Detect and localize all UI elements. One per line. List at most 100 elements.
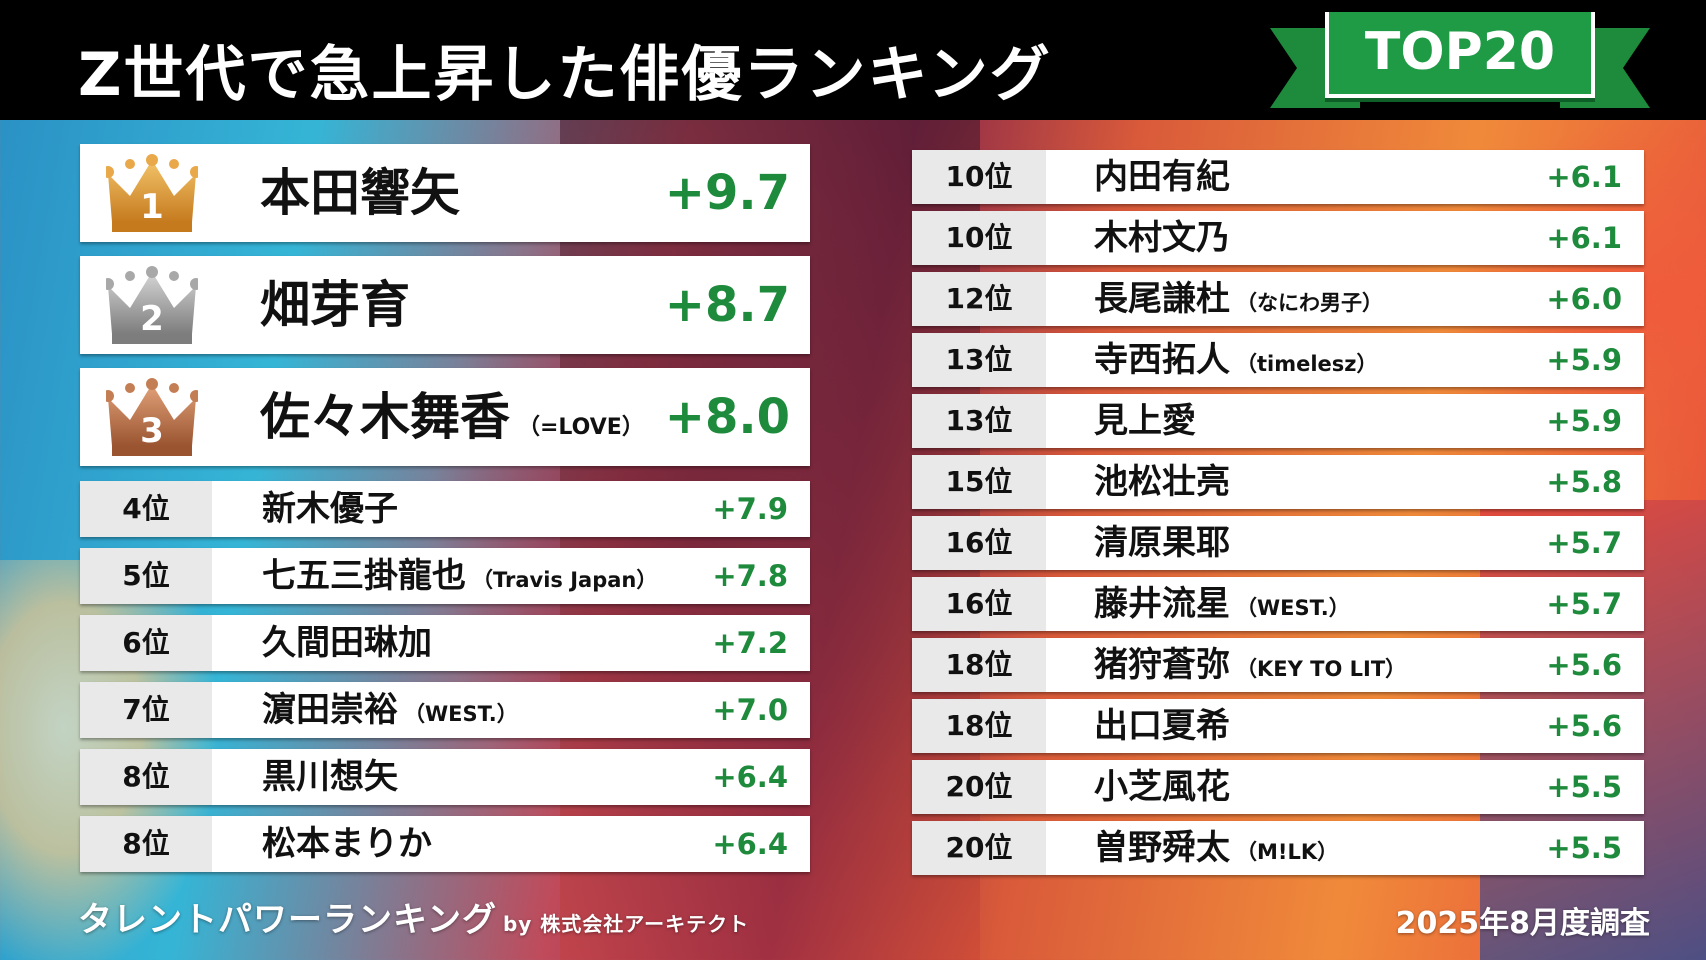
rank-label: 13位 xyxy=(912,333,1046,387)
rank-name: 小芝風花 xyxy=(1094,760,1236,814)
group-name: （Travis Japan） xyxy=(472,568,658,592)
actor-name: 長尾謙杜 xyxy=(1094,279,1230,319)
rank-label: 8位 xyxy=(80,749,212,805)
rank-score: +8.0 xyxy=(664,389,790,445)
talent-power-ranking-logo: タレントパワーランキング by 株式会社アーキテクト xyxy=(78,892,749,941)
rank-row-20a: 20位 小芝風花 +5.5 xyxy=(912,760,1644,814)
rank-name: 久間田琳加 xyxy=(262,615,438,671)
rank-row-4: 4位 新木優子 +7.9 xyxy=(80,481,810,537)
rank-name: 猪狩蒼弥 （KEY TO LIT） xyxy=(1094,638,1406,692)
rank-label: 7位 xyxy=(80,682,212,738)
rank-score: +6.0 xyxy=(1546,282,1622,316)
rank-score: +6.4 xyxy=(712,760,788,794)
logo-text: タレントパワーランキング xyxy=(78,900,497,940)
rank-label: 15位 xyxy=(912,455,1046,509)
rank-row-16b: 16位 藤井流星 （WEST.） +5.7 xyxy=(912,577,1644,631)
survey-date: 2025年8月度調査 xyxy=(1395,906,1650,941)
crown-rank-number: 3 xyxy=(140,411,164,451)
rank-score: +7.8 xyxy=(712,559,788,593)
bronze-crown-icon: 3 xyxy=(106,378,198,456)
rank-name: 黒川想矢 xyxy=(262,749,404,805)
rank-row-1: 1 本田響矢 +9.7 xyxy=(80,144,810,242)
rank-label: 16位 xyxy=(912,516,1046,570)
rank-name: 長尾謙杜 （なにわ男子） xyxy=(1094,272,1383,326)
rank-score: +6.1 xyxy=(1546,221,1622,255)
rank-name: 本田響矢 xyxy=(260,144,468,253)
actor-name: 藤井流星 xyxy=(1094,584,1230,624)
gold-crown-icon: 1 xyxy=(106,154,198,232)
rank-label: 13位 xyxy=(912,394,1046,448)
actor-name: 曽野舜太 xyxy=(1094,828,1230,868)
actor-name: 松本まりか xyxy=(262,824,432,864)
rank-row-2: 2 畑芽育 +8.7 xyxy=(80,256,810,354)
actor-name: 佐々木舞香 xyxy=(260,388,510,446)
rank-score: +7.9 xyxy=(712,492,788,526)
rank-label: 4位 xyxy=(80,481,212,537)
rank-name: 寺西拓人 （timelesz） xyxy=(1094,333,1378,387)
rank-name: 藤井流星 （WEST.） xyxy=(1094,577,1350,631)
rank-row-5: 5位 七五三掛龍也 （Travis Japan） +7.8 xyxy=(80,548,810,604)
actor-name: 清原果耶 xyxy=(1094,523,1230,563)
rank-row-6: 6位 久間田琳加 +7.2 xyxy=(80,615,810,671)
actor-name: 新木優子 xyxy=(262,489,398,529)
rank-score: +6.1 xyxy=(1546,160,1622,194)
actor-name: 見上愛 xyxy=(1094,401,1196,441)
rank-name: 曽野舜太 （M!LK） xyxy=(1094,821,1338,875)
rank-name: 濵田崇裕 （WEST.） xyxy=(262,682,518,738)
rank-label: 10位 xyxy=(912,150,1046,204)
actor-name: 内田有紀 xyxy=(1094,157,1230,197)
rank-label: 20位 xyxy=(912,760,1046,814)
rank-row-13a: 13位 寺西拓人 （timelesz） +5.9 xyxy=(912,333,1644,387)
actor-name: 小芝風花 xyxy=(1094,767,1230,807)
rank-row-16a: 16位 清原果耶 +5.7 xyxy=(912,516,1644,570)
silver-crown-icon: 2 xyxy=(106,266,198,344)
rank-score: +5.9 xyxy=(1546,343,1622,377)
rank-label: 6位 xyxy=(80,615,212,671)
rank-score: +7.2 xyxy=(712,626,788,660)
top20-badge: TOP20 xyxy=(1325,12,1595,98)
rank-name: 木村文乃 xyxy=(1094,211,1236,265)
group-name: （M!LK） xyxy=(1236,840,1339,864)
rank-name: 松本まりか xyxy=(262,816,438,872)
actor-name: 七五三掛龍也 xyxy=(262,556,466,596)
actor-name: 猪狩蒼弥 xyxy=(1094,645,1230,685)
rank-name: 池松壮亮 xyxy=(1094,455,1236,509)
rank-label: 16位 xyxy=(912,577,1046,631)
rank-score: +5.6 xyxy=(1546,709,1622,743)
group-name: （なにわ男子） xyxy=(1236,291,1383,315)
rank-row-10b: 10位 木村文乃 +6.1 xyxy=(912,211,1644,265)
rank-score: +5.7 xyxy=(1546,526,1622,560)
rank-row-8b: 8位 松本まりか +6.4 xyxy=(80,816,810,872)
rank-name: 内田有紀 xyxy=(1094,150,1236,204)
rank-label: 10位 xyxy=(912,211,1046,265)
rank-label: 18位 xyxy=(912,699,1046,753)
rank-row-8a: 8位 黒川想矢 +6.4 xyxy=(80,749,810,805)
crown-rank-number: 1 xyxy=(140,187,164,227)
actor-name: 黒川想矢 xyxy=(262,757,398,797)
rank-label: 18位 xyxy=(912,638,1046,692)
rank-score: +7.0 xyxy=(712,693,788,727)
actor-name: 池松壮亮 xyxy=(1094,462,1230,502)
rank-score: +5.9 xyxy=(1546,404,1622,438)
rank-name: 佐々木舞香 （=LOVE） xyxy=(260,368,644,477)
rank-score: +9.7 xyxy=(664,165,790,221)
group-name: （KEY TO LIT） xyxy=(1236,657,1407,681)
rank-score: +6.4 xyxy=(712,827,788,861)
rank-name: 七五三掛龍也 （Travis Japan） xyxy=(262,548,657,604)
rank-score: +5.6 xyxy=(1546,648,1622,682)
rank-row-10a: 10位 内田有紀 +6.1 xyxy=(912,150,1644,204)
actor-name: 畑芽育 xyxy=(260,276,410,334)
rank-name: 見上愛 xyxy=(1094,394,1202,448)
rank-label: 5位 xyxy=(80,548,212,604)
rank-row-15: 15位 池松壮亮 +5.8 xyxy=(912,455,1644,509)
header-bar: Z世代で急上昇した俳優ランキング TOP20 xyxy=(0,0,1706,120)
actor-name: 濵田崇裕 xyxy=(262,690,398,730)
group-name: （WEST.） xyxy=(1236,596,1350,620)
actor-name: 木村文乃 xyxy=(1094,218,1230,258)
rank-label: 12位 xyxy=(912,272,1046,326)
rank-name: 新木優子 xyxy=(262,481,404,537)
actor-name: 本田響矢 xyxy=(260,164,460,222)
page-title: Z世代で急上昇した俳優ランキング xyxy=(78,40,1052,110)
group-name: （WEST.） xyxy=(404,702,518,726)
rank-name: 畑芽育 xyxy=(260,256,418,365)
